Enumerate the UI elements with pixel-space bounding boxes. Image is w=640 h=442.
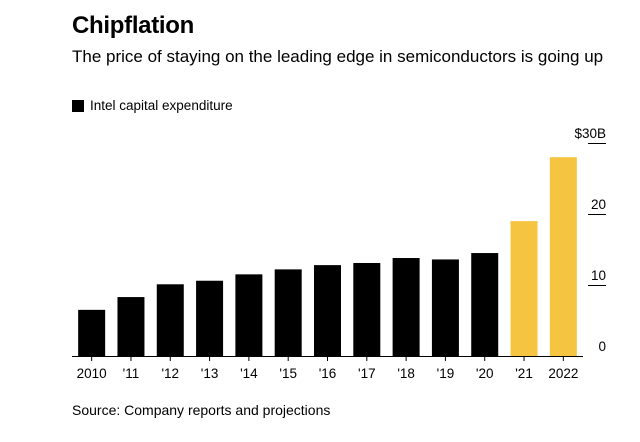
bar <box>78 309 106 356</box>
bar <box>431 259 459 356</box>
bar <box>353 262 381 356</box>
x-tick-label: '21 <box>515 366 533 381</box>
bar <box>117 297 145 356</box>
x-tick-label: '17 <box>358 366 376 381</box>
x-tick-label: 2022 <box>548 366 578 381</box>
y-tick-label: $30B <box>574 126 606 141</box>
x-tick-label: '13 <box>201 366 219 381</box>
chart-subtitle: The price of staying on the leading edge… <box>72 47 604 66</box>
x-tick-label: '11 <box>123 366 140 381</box>
bar <box>235 274 263 356</box>
x-tick-label: '15 <box>279 366 297 381</box>
bar <box>392 258 420 356</box>
x-tick-label: '19 <box>437 366 455 381</box>
bar <box>549 157 577 356</box>
x-tick-label: '18 <box>397 366 415 381</box>
x-tick-label: '20 <box>476 366 494 381</box>
x-tick-label: '16 <box>319 366 337 381</box>
bar <box>314 265 341 356</box>
bar <box>471 253 499 356</box>
legend-label: Intel capital expenditure <box>90 98 233 113</box>
bar <box>156 284 184 356</box>
y-tick-label: 0 <box>598 339 606 354</box>
chart-title: Chipflation <box>72 12 195 39</box>
bar <box>274 269 302 356</box>
legend-swatch <box>72 99 84 112</box>
y-tick-label: 10 <box>591 268 606 283</box>
source-note: Source: Company reports and projections <box>72 402 331 418</box>
x-tick-label: '12 <box>161 366 179 381</box>
x-tick-label: '14 <box>240 366 258 381</box>
x-tick-label: 2010 <box>77 366 107 381</box>
y-tick-label: 20 <box>591 197 606 212</box>
bar <box>196 280 224 356</box>
chart-legend: Intel capital expenditure <box>72 98 233 113</box>
bar <box>510 221 538 356</box>
